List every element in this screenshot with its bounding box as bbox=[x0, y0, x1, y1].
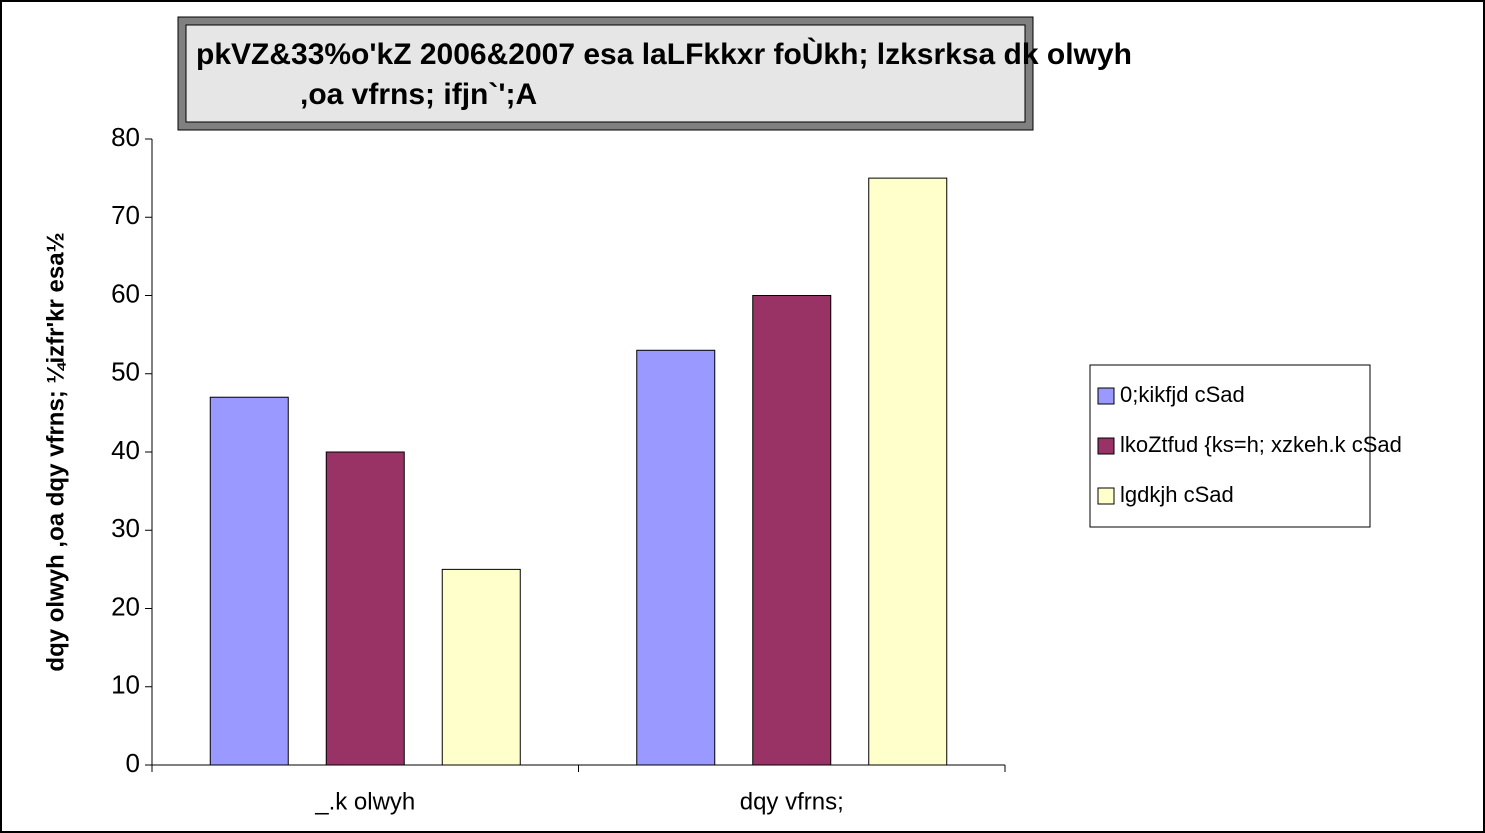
x-tick-label: dqy vfrns; bbox=[740, 788, 844, 815]
bar bbox=[325, 451, 405, 766]
y-tick-label: 10 bbox=[111, 670, 140, 700]
y-tick-label: 40 bbox=[111, 435, 140, 465]
y-tick-label: 50 bbox=[111, 357, 140, 387]
y-tick-label: 30 bbox=[111, 513, 140, 543]
legend-swatch bbox=[1097, 487, 1115, 505]
y-tick-label: 80 bbox=[111, 122, 140, 152]
bar bbox=[752, 295, 832, 766]
y-tick-label: 20 bbox=[111, 591, 140, 621]
legend-label: lkoZtfud {ks=h; xzkeh.k cSad bbox=[1120, 432, 1402, 457]
x-tick-label: _.k olwyh bbox=[314, 788, 415, 815]
title-box bbox=[185, 24, 1026, 123]
legend-label: 0;kikfjd cSad bbox=[1120, 382, 1245, 407]
bar bbox=[441, 568, 521, 766]
y-tick-label: 70 bbox=[111, 200, 140, 230]
bar bbox=[636, 349, 716, 766]
legend-swatch bbox=[1097, 437, 1115, 455]
chart-title: ,oa vfrns; ifjn`';A bbox=[300, 78, 537, 111]
legend-swatch bbox=[1097, 387, 1115, 405]
bar bbox=[209, 396, 289, 766]
legend-label: lgdkjh cSad bbox=[1120, 482, 1234, 507]
y-tick-label: 60 bbox=[111, 278, 140, 308]
y-axis-label: dqy olwyh ,oa dqy vfrns; ¼izfr'kr esa½ bbox=[42, 232, 69, 671]
bar bbox=[868, 177, 948, 766]
legend bbox=[1089, 364, 1371, 528]
chart-title: pkVZ&33%o'kZ 2006&2007 esa laLFkkxr foÙk… bbox=[196, 37, 1132, 71]
y-tick-label: 0 bbox=[126, 748, 140, 778]
